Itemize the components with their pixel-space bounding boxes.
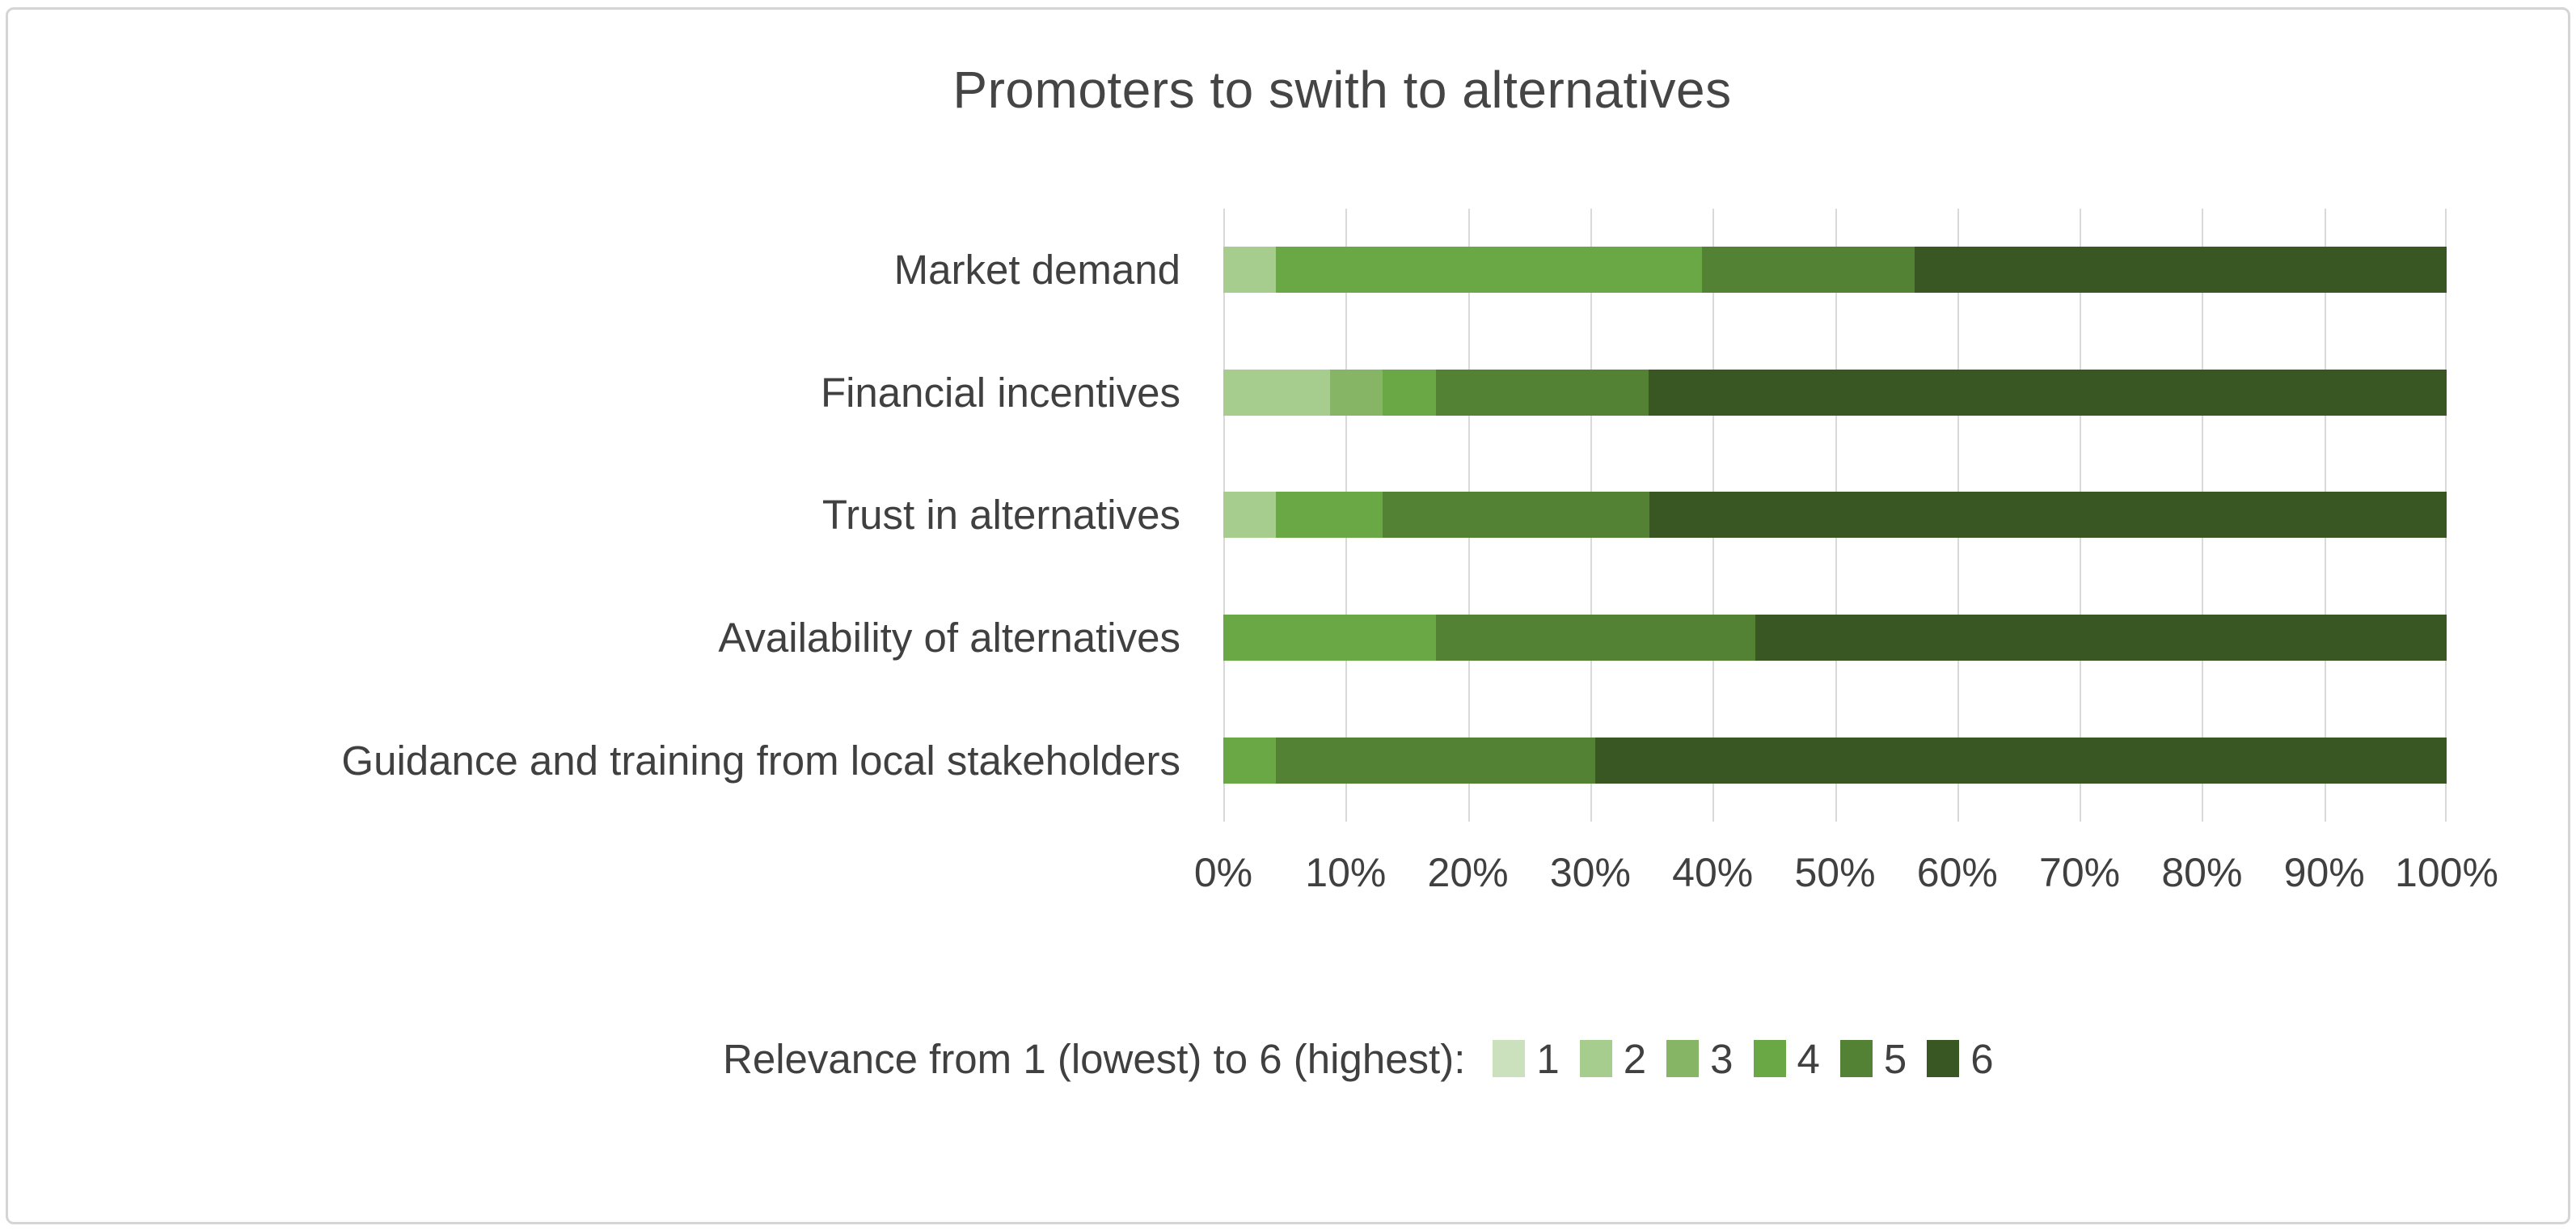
legend-item-label: 2 [1623, 1035, 1647, 1082]
legend: Relevance from 1 (lowest) to 6 (highest)… [723, 1030, 2014, 1087]
legend-item-1: 1 [1493, 1035, 1560, 1083]
x-tick-label: 70% [2039, 850, 2121, 895]
x-tick-label: 80% [2161, 850, 2243, 895]
legend-item-label: 5 [1883, 1035, 1907, 1082]
category-label: Availability of alternatives [718, 615, 1180, 661]
legend-item-label: 6 [1970, 1035, 1994, 1082]
legend-item-label: 1 [1536, 1035, 1560, 1082]
bar-track [1223, 615, 2447, 661]
category-label: Trust in alternatives [821, 492, 1180, 539]
chart-title: Promoters to swith to alternatives [952, 61, 1732, 119]
bar-segment-relevance-6 [1914, 247, 2447, 294]
bar-segment-relevance-6 [1649, 492, 2447, 539]
bar-track [1223, 492, 2447, 539]
legend-item-3: 3 [1666, 1035, 1734, 1083]
bar-segment-relevance-4 [1276, 492, 1383, 539]
bar-track [1223, 369, 2447, 416]
bar-row [1223, 332, 2447, 454]
bar-row [1223, 699, 2447, 822]
legend-item-4: 4 [1753, 1035, 1820, 1083]
bar-segment-relevance-4 [1223, 615, 1437, 661]
bar-segment-relevance-6 [1649, 369, 2447, 416]
bar-row [1223, 577, 2447, 700]
bar-segment-relevance-5 [1701, 247, 1915, 294]
bar-row [1223, 209, 2447, 332]
bar-segment-relevance-5 [1436, 369, 1649, 416]
bar-segment-relevance-6 [1594, 737, 2447, 784]
x-tick-label: 40% [1672, 850, 1754, 895]
legend-swatch-icon [1493, 1040, 1526, 1077]
legend-swatch-icon [1839, 1040, 1873, 1077]
bar-segment-relevance-4 [1223, 737, 1277, 784]
chart-frame: Promoters to swith to alternatives Marke… [6, 7, 2570, 1224]
bar-segment-relevance-5 [1276, 737, 1595, 784]
legend-swatch-icon [1753, 1040, 1786, 1077]
legend-swatch-icon [1927, 1040, 1960, 1077]
x-tick-label: 20% [1427, 850, 1509, 895]
x-tick-label: 100% [2395, 850, 2498, 895]
plot-area [1223, 209, 2447, 822]
legend-item-6: 6 [1927, 1035, 1994, 1083]
x-tick-label: 90% [2283, 850, 2365, 895]
category-label: Guidance and training from local stakeho… [341, 737, 1180, 784]
x-axis: 0% 10% 20% 30% 40% 50% 60% 70% 80% 90% 100% [1194, 849, 2498, 901]
x-tick-label: 30% [1549, 850, 1631, 895]
bar-segment-relevance-2 [1223, 369, 1330, 416]
legend-caption: Relevance from 1 (lowest) to 6 (highest)… [723, 1035, 1466, 1082]
category-axis-labels: Market demand Financial incentives Trust i… [24, 209, 1201, 822]
bar-segment-relevance-6 [1755, 615, 2447, 661]
bar-segment-relevance-4 [1382, 369, 1437, 416]
bar-segment-relevance-5 [1436, 615, 1756, 661]
legend-swatch-icon [1666, 1040, 1700, 1077]
legend-swatch-icon [1579, 1040, 1612, 1077]
legend-item-2: 2 [1579, 1035, 1647, 1083]
category-label: Financial incentives [820, 369, 1180, 416]
x-tick-label: 50% [1794, 850, 1876, 895]
x-tick-label: 60% [1916, 850, 1998, 895]
bar-segment-relevance-3 [1329, 369, 1383, 416]
bar-row [1223, 454, 2447, 577]
bar-segment-relevance-5 [1382, 492, 1649, 539]
bar-rows-layer [1223, 209, 2447, 822]
bar-track [1223, 247, 2447, 294]
bar-track [1223, 737, 2447, 784]
legend-item-label: 4 [1797, 1035, 1820, 1082]
x-tick-label: 0% [1193, 850, 1253, 895]
bar-segment-relevance-4 [1276, 247, 1702, 294]
bar-segment-relevance-2 [1223, 247, 1277, 294]
legend-item-label: 3 [1710, 1035, 1734, 1082]
bar-segment-relevance-2 [1223, 492, 1277, 539]
category-label: Market demand [893, 247, 1180, 294]
x-tick-label: 10% [1305, 850, 1387, 895]
legend-item-5: 5 [1839, 1035, 1907, 1083]
